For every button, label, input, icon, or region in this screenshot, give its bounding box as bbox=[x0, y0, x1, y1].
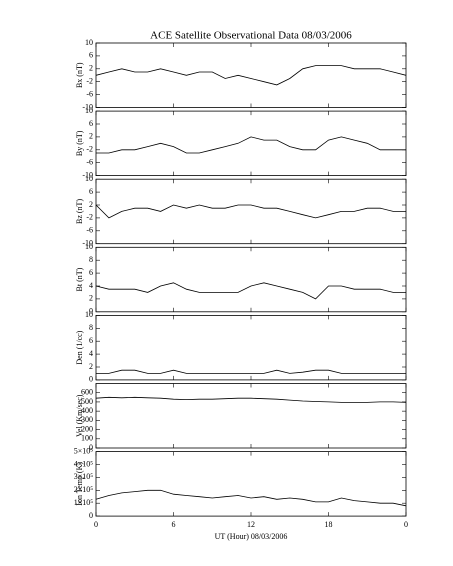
y-tick-label: 2 bbox=[89, 64, 93, 73]
y-tick-label: -10 bbox=[82, 102, 93, 111]
y-axis-label: By (nT) bbox=[75, 130, 84, 156]
y-axis-label: Bx (nT) bbox=[75, 62, 84, 88]
y-tick-label: 0 bbox=[89, 375, 93, 384]
data-line bbox=[96, 136, 406, 154]
y-tick-label: -10 bbox=[82, 170, 93, 179]
y-tick-label: 500 bbox=[81, 397, 93, 406]
y-tick-label: 10 bbox=[85, 106, 93, 115]
y-tick-label: 2 bbox=[89, 362, 93, 371]
x-tick-label: 0 bbox=[94, 520, 98, 529]
panel-frame bbox=[95, 110, 407, 176]
y-tick-label: 10 bbox=[85, 174, 93, 183]
x-axis-label: UT (Hour) 08/03/2006 bbox=[215, 532, 288, 541]
y-tick-label: -6 bbox=[86, 158, 93, 167]
y-tick-label: 2 bbox=[89, 132, 93, 141]
panel-frame bbox=[95, 451, 407, 517]
y-tick-label: 4×10⁵ bbox=[74, 459, 94, 468]
y-tick-label: 2 bbox=[89, 200, 93, 209]
y-axis-label: Den (1/cc) bbox=[75, 330, 84, 364]
y-tick-label: 6 bbox=[89, 119, 93, 128]
data-line bbox=[95, 65, 407, 86]
y-tick-label: 100 bbox=[81, 434, 93, 443]
y-tick-label: 4 bbox=[89, 281, 93, 290]
x-tick-label: 18 bbox=[325, 520, 333, 529]
y-tick-label: 4 bbox=[89, 349, 93, 358]
y-tick-label: -2 bbox=[86, 145, 93, 154]
y-axis-label: Vel (Km/sec) bbox=[75, 394, 84, 437]
data-line bbox=[95, 489, 407, 507]
y-tick-label: 0 bbox=[89, 443, 93, 452]
y-tick-label: 10 bbox=[85, 38, 93, 47]
chart-title: ACE Satellite Observational Data 08/03/2… bbox=[150, 30, 352, 42]
y-tick-label: -6 bbox=[86, 226, 93, 235]
y-tick-label: 1×10⁵ bbox=[74, 498, 94, 507]
y-tick-label: 6 bbox=[89, 336, 93, 345]
y-tick-label: 0 bbox=[89, 511, 93, 520]
y-tick-label: -2 bbox=[86, 213, 93, 222]
y-tick-label: 0 bbox=[89, 307, 93, 316]
y-tick-label: 10 bbox=[85, 310, 93, 319]
y-tick-label: 300 bbox=[81, 415, 93, 424]
x-tick-label: 6 bbox=[172, 520, 176, 529]
y-tick-label: 6 bbox=[89, 268, 93, 277]
y-axis-label: Bz (nT) bbox=[75, 199, 84, 224]
y-tick-label: 2 bbox=[89, 294, 93, 303]
y-tick-label: 5×10⁵ bbox=[74, 446, 94, 455]
data-line bbox=[95, 396, 407, 403]
y-tick-label: 200 bbox=[81, 424, 93, 433]
data-line bbox=[96, 369, 406, 374]
panel-frame bbox=[95, 383, 407, 449]
y-tick-label: 400 bbox=[81, 406, 93, 415]
y-axis-label: Ion Temp (K) bbox=[75, 462, 84, 506]
y-tick-label: 2×10⁵ bbox=[74, 485, 94, 494]
data-line bbox=[95, 282, 406, 300]
panel-frame bbox=[95, 178, 407, 245]
y-tick-label: -10 bbox=[82, 239, 93, 248]
y-tick-label: -6 bbox=[86, 89, 93, 98]
x-tick-label: 12 bbox=[247, 520, 255, 529]
panel-frame bbox=[95, 246, 407, 313]
panel-frame bbox=[95, 314, 407, 381]
y-tick-label: 10 bbox=[85, 242, 93, 251]
y-tick-label: 6 bbox=[89, 51, 93, 60]
y-tick-label: -2 bbox=[86, 77, 93, 86]
y-tick-label: 600 bbox=[81, 388, 93, 397]
panel-frame bbox=[95, 42, 407, 108]
y-tick-label: 6 bbox=[89, 187, 93, 196]
y-tick-label: 8 bbox=[89, 255, 93, 264]
y-axis-label: Bt (nT) bbox=[75, 267, 84, 291]
y-tick-label: 8 bbox=[89, 323, 93, 332]
data-line bbox=[95, 204, 406, 219]
y-tick-label: 3×10⁵ bbox=[74, 472, 94, 481]
x-tick-label: 0 bbox=[404, 520, 408, 529]
